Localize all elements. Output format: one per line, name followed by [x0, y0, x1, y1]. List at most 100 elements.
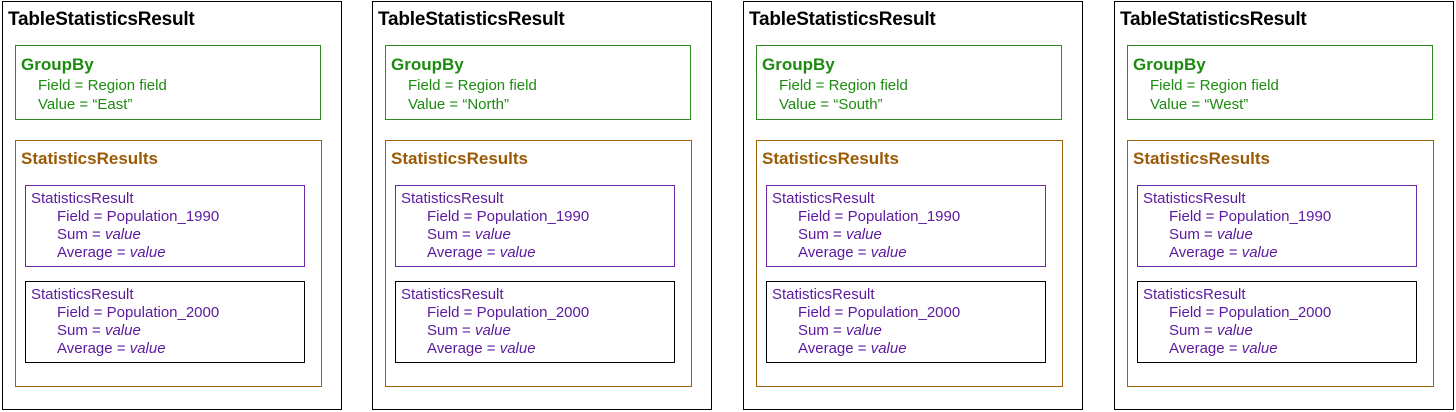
sum-prefix: Sum =: [427, 226, 475, 243]
groupby-field: Field = Region field: [1150, 77, 1279, 94]
statistics-result-box: StatisticsResult Field = Population_1990…: [1137, 185, 1417, 267]
statistics-result-box: StatisticsResult Field = Population_2000…: [25, 281, 305, 363]
statistics-result-average: Average = value: [1169, 340, 1278, 357]
statistics-result-field: Field = Population_1990: [427, 208, 590, 225]
sum-value: value: [1216, 226, 1253, 243]
sum-value: value: [845, 226, 882, 243]
table-statistics-result-panel: TableStatisticsResult GroupBy Field = Re…: [743, 1, 1083, 410]
statistics-result-average: Average = value: [427, 244, 536, 261]
statistics-result-box: StatisticsResult Field = Population_1990…: [766, 185, 1046, 267]
sum-prefix: Sum =: [1169, 322, 1217, 339]
statistics-result-name: StatisticsResult: [401, 190, 504, 207]
average-prefix: Average =: [427, 340, 500, 357]
statistics-result-field: Field = Population_1990: [798, 208, 961, 225]
average-prefix: Average =: [1169, 340, 1242, 357]
statistics-result-name: StatisticsResult: [31, 190, 134, 207]
statistics-result-box: StatisticsResult Field = Population_2000…: [395, 281, 675, 363]
statistics-result-name: StatisticsResult: [401, 286, 504, 303]
groupby-value: Value = “West”: [1150, 96, 1249, 113]
statistics-result-box: StatisticsResult Field = Population_2000…: [1137, 281, 1417, 363]
sum-value: value: [845, 322, 882, 339]
groupby-box: GroupBy Field = Region field Value = “We…: [1127, 45, 1433, 120]
statistics-result-sum: Sum = value: [798, 322, 882, 339]
statistics-result-box: StatisticsResult Field = Population_1990…: [25, 185, 305, 267]
statistics-result-name: StatisticsResult: [1143, 286, 1246, 303]
table-statistics-result-panel: TableStatisticsResult GroupBy Field = Re…: [2, 1, 342, 410]
groupby-field: Field = Region field: [779, 77, 908, 94]
sum-prefix: Sum =: [1169, 226, 1217, 243]
statistics-result-average: Average = value: [427, 340, 536, 357]
statistics-result-sum: Sum = value: [427, 226, 511, 243]
groupby-value: Value = “North”: [408, 96, 510, 113]
statistics-result-field: Field = Population_2000: [57, 304, 220, 321]
statistics-result-name: StatisticsResult: [772, 286, 875, 303]
average-prefix: Average =: [57, 244, 130, 261]
statistics-results-title: StatisticsResults: [1133, 149, 1270, 168]
sum-prefix: Sum =: [57, 226, 105, 243]
groupby-title: GroupBy: [762, 55, 835, 74]
statistics-results-title: StatisticsResults: [762, 149, 899, 168]
statistics-result-name: StatisticsResult: [772, 190, 875, 207]
statistics-result-field: Field = Population_1990: [57, 208, 220, 225]
panel-title: TableStatisticsResult: [378, 9, 565, 30]
statistics-result-name: StatisticsResult: [31, 286, 134, 303]
groupby-title: GroupBy: [391, 55, 464, 74]
table-statistics-result-panel: TableStatisticsResult GroupBy Field = Re…: [1114, 1, 1454, 410]
statistics-result-sum: Sum = value: [798, 226, 882, 243]
sum-value: value: [474, 226, 511, 243]
statistics-result-field: Field = Population_2000: [427, 304, 590, 321]
statistics-results-box: StatisticsResults StatisticsResult Field…: [1127, 140, 1434, 387]
statistics-results-box: StatisticsResults StatisticsResult Field…: [756, 140, 1063, 387]
statistics-results-box: StatisticsResults StatisticsResult Field…: [15, 140, 322, 387]
sum-prefix: Sum =: [427, 322, 475, 339]
groupby-title: GroupBy: [1133, 55, 1206, 74]
statistics-result-field: Field = Population_1990: [1169, 208, 1332, 225]
statistics-result-average: Average = value: [798, 340, 907, 357]
table-statistics-result-panel: TableStatisticsResult GroupBy Field = Re…: [372, 1, 712, 410]
statistics-result-average: Average = value: [57, 340, 166, 357]
groupby-field: Field = Region field: [408, 77, 537, 94]
average-value: value: [1241, 244, 1278, 261]
statistics-result-box: StatisticsResult Field = Population_1990…: [395, 185, 675, 267]
statistics-results-title: StatisticsResults: [391, 149, 528, 168]
sum-value: value: [104, 322, 141, 339]
groupby-field: Field = Region field: [38, 77, 167, 94]
statistics-result-field: Field = Population_2000: [798, 304, 961, 321]
panel-title: TableStatisticsResult: [749, 9, 936, 30]
sum-prefix: Sum =: [57, 322, 105, 339]
panel-title: TableStatisticsResult: [1120, 9, 1307, 30]
average-value: value: [1241, 340, 1278, 357]
groupby-box: GroupBy Field = Region field Value = “So…: [756, 45, 1062, 120]
statistics-results-box: StatisticsResults StatisticsResult Field…: [385, 140, 692, 387]
groupby-title: GroupBy: [21, 55, 94, 74]
average-value: value: [129, 244, 166, 261]
sum-prefix: Sum =: [798, 226, 846, 243]
average-value: value: [129, 340, 166, 357]
statistics-result-average: Average = value: [57, 244, 166, 261]
groupby-value: Value = “South”: [779, 96, 883, 113]
sum-value: value: [474, 322, 511, 339]
statistics-result-sum: Sum = value: [1169, 322, 1253, 339]
average-prefix: Average =: [798, 244, 871, 261]
statistics-results-title: StatisticsResults: [21, 149, 158, 168]
average-value: value: [870, 244, 907, 261]
average-prefix: Average =: [1169, 244, 1242, 261]
average-prefix: Average =: [57, 340, 130, 357]
statistics-result-name: StatisticsResult: [1143, 190, 1246, 207]
average-prefix: Average =: [427, 244, 500, 261]
statistics-result-sum: Sum = value: [57, 322, 141, 339]
statistics-result-sum: Sum = value: [57, 226, 141, 243]
statistics-result-sum: Sum = value: [427, 322, 511, 339]
sum-value: value: [104, 226, 141, 243]
sum-prefix: Sum =: [798, 322, 846, 339]
statistics-result-box: StatisticsResult Field = Population_2000…: [766, 281, 1046, 363]
panel-title: TableStatisticsResult: [8, 9, 195, 30]
average-value: value: [499, 340, 536, 357]
groupby-box: GroupBy Field = Region field Value = “No…: [385, 45, 691, 120]
groupby-box: GroupBy Field = Region field Value = “Ea…: [15, 45, 321, 120]
statistics-result-average: Average = value: [1169, 244, 1278, 261]
groupby-value: Value = “East”: [38, 96, 133, 113]
statistics-result-field: Field = Population_2000: [1169, 304, 1332, 321]
average-prefix: Average =: [798, 340, 871, 357]
